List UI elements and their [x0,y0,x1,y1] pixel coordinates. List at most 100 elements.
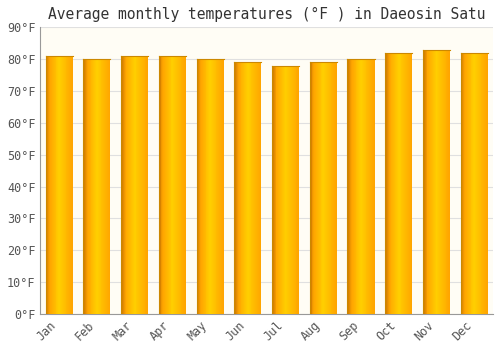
Bar [483,53,484,314]
Bar [444,50,446,314]
Bar [387,53,388,314]
Bar [298,65,299,314]
Bar [448,50,449,314]
Bar [358,59,359,314]
Bar [407,53,408,314]
Bar [328,62,330,314]
Bar [172,56,174,314]
Bar [356,59,358,314]
Bar [436,50,438,314]
Bar [141,56,142,314]
Bar [395,53,396,314]
Bar [237,62,238,314]
Bar [404,53,405,314]
Bar [59,56,60,314]
Bar [222,59,223,314]
Bar [66,56,68,314]
Bar [175,56,176,314]
Bar [60,56,61,314]
Bar [276,65,278,314]
Bar [88,59,90,314]
Bar [143,56,144,314]
Bar [242,62,244,314]
Bar [105,59,106,314]
Bar [327,62,328,314]
Bar [103,59,104,314]
Bar [50,56,51,314]
Bar [223,59,224,314]
Bar [470,53,472,314]
Bar [108,59,110,314]
Bar [92,59,94,314]
Bar [252,62,253,314]
Bar [478,53,480,314]
Bar [280,65,281,314]
Bar [48,56,49,314]
Bar [131,56,132,314]
Bar [398,53,400,314]
Bar [183,56,184,314]
Bar [464,53,465,314]
Bar [441,50,442,314]
Bar [100,59,102,314]
Bar [185,56,186,314]
Bar [239,62,240,314]
Bar [449,50,450,314]
Bar [284,65,286,314]
Bar [438,50,439,314]
Bar [97,59,98,314]
Bar [246,62,247,314]
Bar [162,56,164,314]
Bar [84,59,85,314]
Bar [467,53,468,314]
Bar [144,56,146,314]
Bar [360,59,361,314]
Bar [104,59,105,314]
Bar [86,59,87,314]
Bar [315,62,316,314]
Bar [159,56,160,314]
Bar [176,56,177,314]
Bar [71,56,72,314]
Bar [469,53,470,314]
Bar [136,56,138,314]
Bar [322,62,324,314]
Bar [278,65,279,314]
Bar [49,56,50,314]
Bar [465,53,466,314]
Bar [132,56,133,314]
Bar [102,59,103,314]
Bar [283,65,284,314]
Bar [52,56,53,314]
Bar [170,56,172,314]
Bar [257,62,258,314]
Bar [87,59,88,314]
Bar [61,56,62,314]
Bar [96,59,97,314]
Bar [371,59,372,314]
Bar [397,53,398,314]
Bar [392,53,394,314]
Bar [326,62,327,314]
Bar [361,59,362,314]
Bar [123,56,124,314]
Bar [368,59,369,314]
Bar [247,62,248,314]
Bar [206,59,208,314]
Bar [334,62,335,314]
Bar [389,53,390,314]
Bar [126,56,128,314]
Bar [359,59,360,314]
Bar [476,53,477,314]
Bar [69,56,70,314]
Bar [442,50,443,314]
Bar [94,59,95,314]
Bar [314,62,315,314]
Bar [133,56,134,314]
Bar [63,56,64,314]
Bar [168,56,170,314]
Bar [160,56,162,314]
Bar [293,65,294,314]
Bar [281,65,282,314]
Bar [198,59,199,314]
